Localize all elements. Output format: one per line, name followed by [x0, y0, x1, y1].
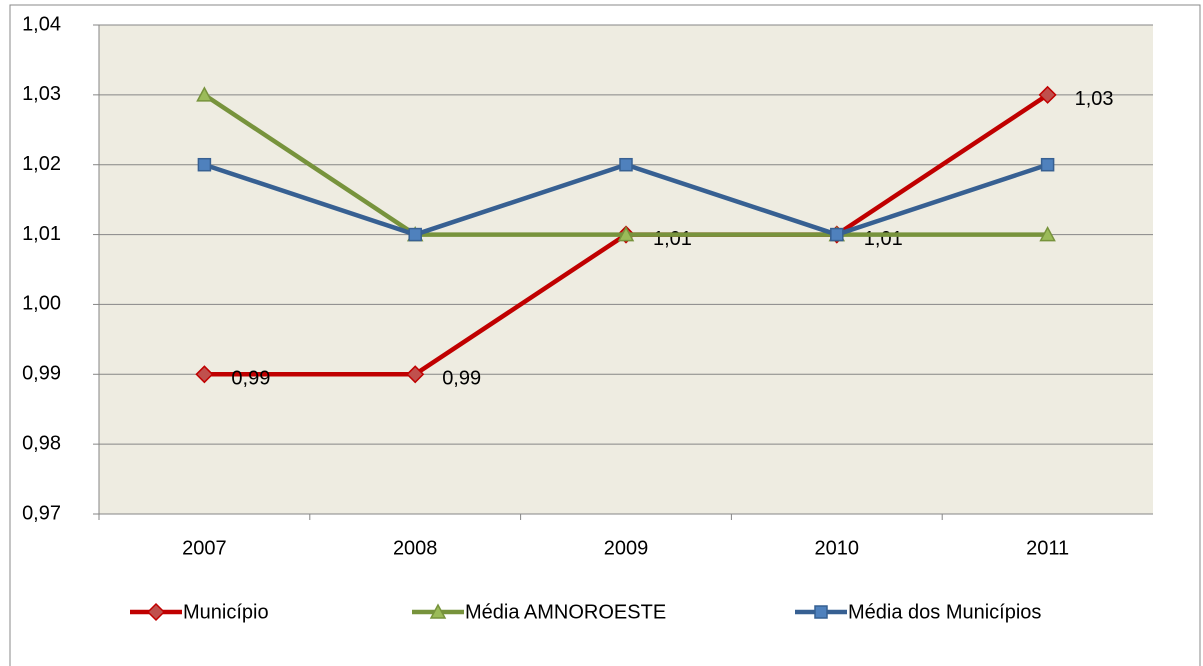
marker	[1040, 157, 1055, 172]
x-tick-label: 2008	[393, 537, 438, 559]
x-tick-label: 2007	[182, 537, 227, 559]
x-tick-label: 2011	[1026, 537, 1069, 559]
y-tick-label: 1,00	[22, 293, 61, 315]
marker	[619, 157, 633, 172]
y-tick-label: 0,97	[22, 502, 61, 524]
y-tick-label: 1,02	[22, 153, 61, 175]
data-label: 1,01	[653, 228, 692, 250]
y-tick-label: 0,99	[22, 363, 61, 385]
y-tick-label: 1,03	[22, 83, 61, 105]
marker	[197, 157, 212, 172]
legend-label: Média AMNOROESTE	[465, 601, 666, 623]
data-label: 0,99	[231, 368, 270, 390]
marker	[196, 86, 213, 102]
y-tick-label: 1,04	[22, 13, 61, 35]
marker	[429, 603, 447, 619]
data-label: 1,01	[864, 228, 903, 250]
marker	[1039, 225, 1056, 242]
marker	[617, 225, 635, 242]
legend-label: Município	[183, 601, 269, 623]
marker	[406, 365, 425, 384]
x-tick-label: 2010	[815, 537, 860, 559]
marker	[146, 602, 166, 622]
marker	[195, 365, 214, 384]
x-tick-label: 2009	[604, 537, 649, 559]
y-tick-label: 1,01	[22, 223, 61, 245]
plot-area	[99, 25, 1153, 514]
y-tick-label: 0,98	[22, 432, 61, 454]
legend-label: Média dos Municípios	[848, 601, 1041, 623]
marker	[830, 227, 844, 242]
marker	[408, 227, 422, 242]
marker	[1038, 85, 1057, 104]
data-label: 0,99	[442, 368, 481, 390]
marker	[814, 605, 828, 619]
data-label: 1,03	[1075, 88, 1114, 110]
